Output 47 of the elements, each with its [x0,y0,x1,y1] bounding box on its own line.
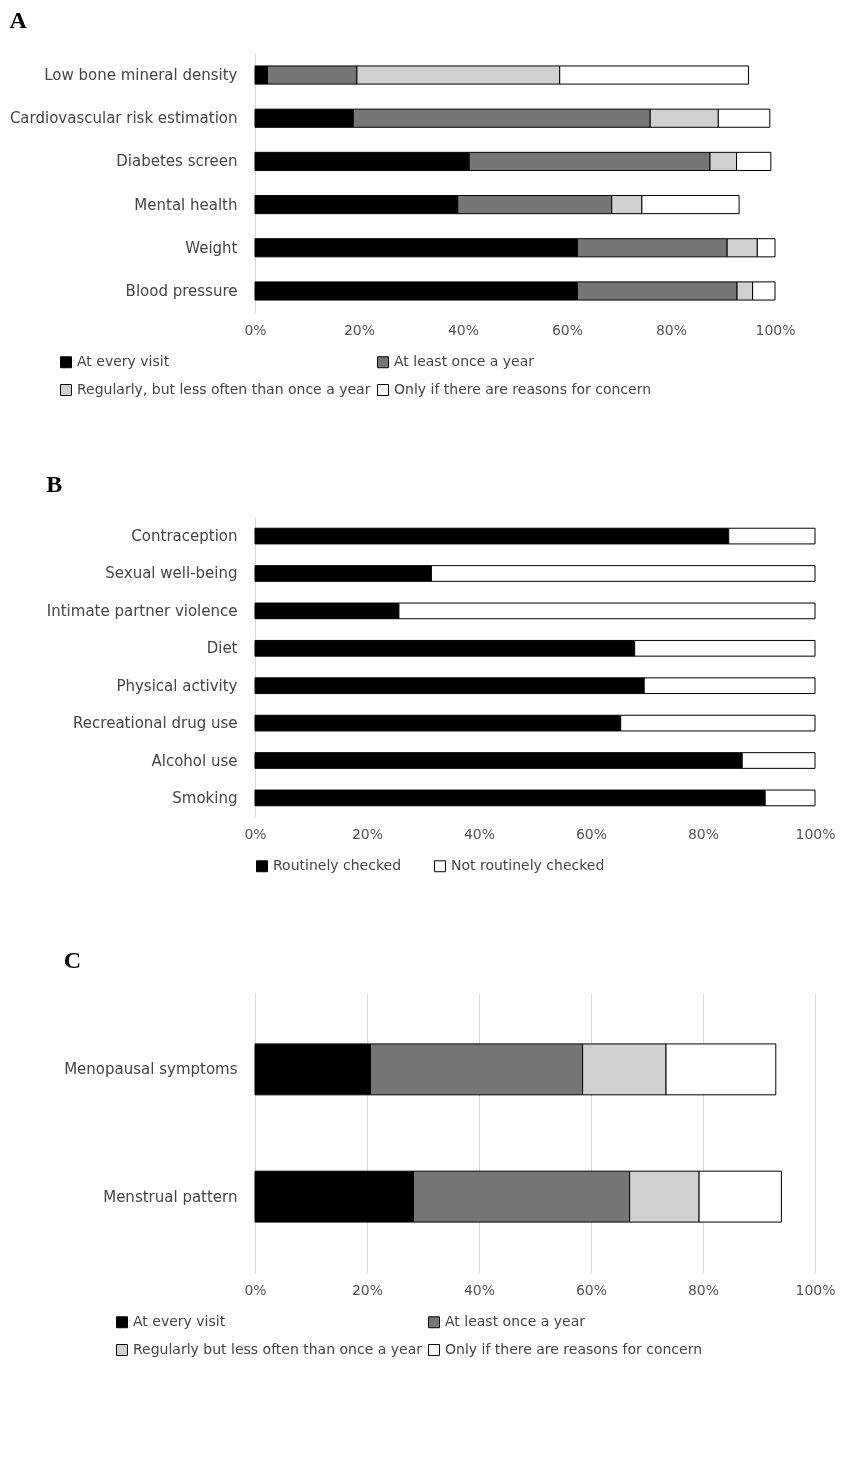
x-tick-label: 0% [244,1281,267,1298]
y-tick-label: Intimate partner violence [46,601,238,620]
y-tick-label: Diet [206,639,238,658]
x-tick-label: 0% [244,321,267,338]
x-tick-label: 20% [343,321,376,338]
legend-label: Regularly but less often than once a year [133,1341,423,1357]
y-tick-label: Low bone mineral density [44,66,238,85]
legend-label: Routinely checked [273,857,402,874]
y-tick-label: Weight [185,238,238,257]
y-tick-label: Recreational drug use [73,714,238,733]
legend-label: Regularly, but less often than once a year [77,381,371,397]
x-tick-label: 60% [551,321,584,338]
x-tick-label: 80% [687,825,720,842]
y-tick-label: Diabetes screen [116,152,238,171]
legend-label: Only if there are reasons for concern [394,381,652,397]
x-tick-label: 0% [244,825,267,842]
legend-label: Not routinely checked [451,857,605,874]
y-tick-label: Menopausal symptoms [64,1060,238,1079]
x-tick-label: 100% [755,321,796,338]
y-tick-label: Contraception [131,527,238,546]
y-tick-label: Menstrual pattern [103,1187,238,1206]
y-tick-label: Physical activity [116,676,238,695]
x-tick-label: 20% [351,1281,384,1298]
legend-label: At least once a year [394,353,535,370]
y-tick-label: Smoking [172,788,238,807]
text: A [9,7,28,33]
y-tick-label: Sexual well-being [105,564,238,583]
chart-title: C [63,947,82,973]
x-tick-label: 40% [463,1281,496,1298]
legend-label: At least once a year [445,1313,586,1330]
legend-label: At every visit [133,1313,226,1330]
x-tick-label: 80% [655,321,688,338]
x-tick-label: 20% [351,825,384,842]
x-tick-label: 100% [795,1281,836,1298]
x-tick-label: 80% [687,1281,720,1298]
x-tick-label: 60% [575,825,608,842]
text: B [46,471,63,497]
legend-label: At every visit [77,353,170,370]
x-tick-label: 40% [463,825,496,842]
x-tick-label: 40% [447,321,480,338]
y-tick-label: Mental health [134,195,238,214]
legend-label: Only if there are reasons for concern [445,1341,703,1357]
x-tick-label: 100% [795,825,836,842]
y-tick-label: Blood pressure [125,281,238,300]
x-tick-label: 60% [575,1281,608,1298]
y-tick-label: Cardiovascular risk estimation [9,109,238,128]
y-tick-label: Alcohol use [151,751,238,770]
